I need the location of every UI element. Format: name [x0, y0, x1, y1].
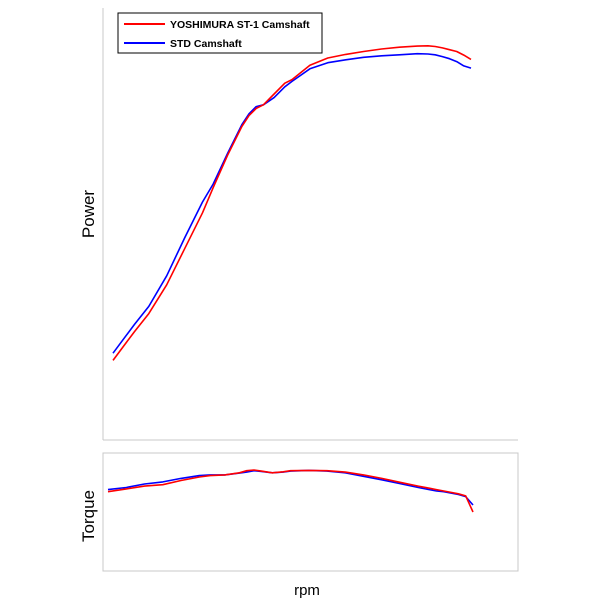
legend-label-std: STD Camshaft	[170, 38, 242, 50]
torque-series-group	[107, 469, 474, 513]
power-line-std	[112, 52, 472, 354]
torque-frame	[102, 452, 519, 572]
legend-label-yoshimura: YOSHIMURA ST-1 Camshaft	[170, 19, 310, 31]
legend-box	[117, 12, 323, 54]
torque-panel	[102, 452, 519, 572]
power-panel	[102, 8, 518, 441]
torque-axis-label: Torque	[79, 490, 98, 542]
power-series-group	[112, 45, 472, 361]
legend: YOSHIMURA ST-1 Camshaft STD Camshaft	[117, 12, 323, 54]
power-axis-label: Power	[79, 190, 98, 239]
torque-line-std	[107, 469, 474, 506]
x-axis-label: rpm	[294, 582, 320, 599]
power-line-yoshimura	[112, 45, 472, 361]
torque-line-yoshimura	[107, 469, 474, 513]
